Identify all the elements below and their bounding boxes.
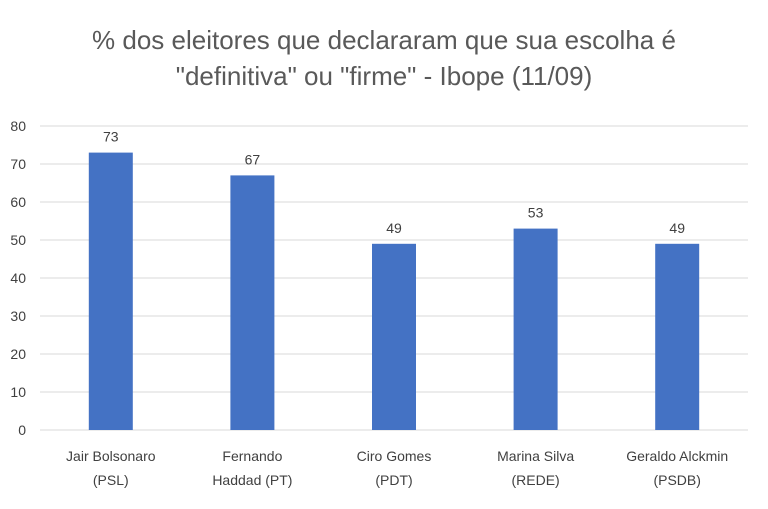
bar: [655, 243, 700, 430]
x-category-label: Marina Silva: [497, 448, 574, 464]
data-label: 53: [528, 205, 544, 221]
y-tick-label: 40: [10, 270, 26, 286]
y-tick-label: 10: [10, 384, 26, 400]
chart-title-line-1: % dos eleitores que declararam que sua e…: [92, 25, 676, 55]
data-label: 49: [386, 220, 402, 236]
bar: [88, 152, 133, 430]
y-tick-label: 50: [10, 232, 26, 248]
x-category-label: Ciro Gomes: [357, 448, 432, 464]
y-tick-label: 30: [10, 308, 26, 324]
y-tick-label: 70: [10, 156, 26, 172]
y-tick-label: 0: [18, 422, 26, 438]
x-category-label: (PSDB): [653, 472, 700, 488]
data-label: 73: [103, 129, 119, 145]
chart-title-line-2: "definitiva" ou "firme" - Ibope (11/09): [175, 61, 593, 91]
x-category-label: (PSL): [93, 472, 129, 488]
y-tick-label: 20: [10, 346, 26, 362]
x-category-label: Haddad (PT): [212, 472, 292, 488]
x-category-label: (PDT): [375, 472, 412, 488]
chart-title: % dos eleitores que declararam que sua e…: [0, 22, 768, 94]
data-label: 67: [245, 151, 261, 167]
x-category-label: (REDE): [511, 472, 559, 488]
x-category-label: Jair Bolsonaro: [66, 448, 156, 464]
x-category-label: Fernando: [222, 448, 282, 464]
x-category-label: Geraldo Alckmin: [626, 448, 728, 464]
y-tick-label: 60: [10, 194, 26, 210]
bar: [230, 175, 275, 430]
bar: [513, 228, 558, 430]
y-tick-label: 80: [10, 118, 26, 134]
bar: [372, 243, 416, 430]
data-label: 49: [669, 220, 685, 236]
